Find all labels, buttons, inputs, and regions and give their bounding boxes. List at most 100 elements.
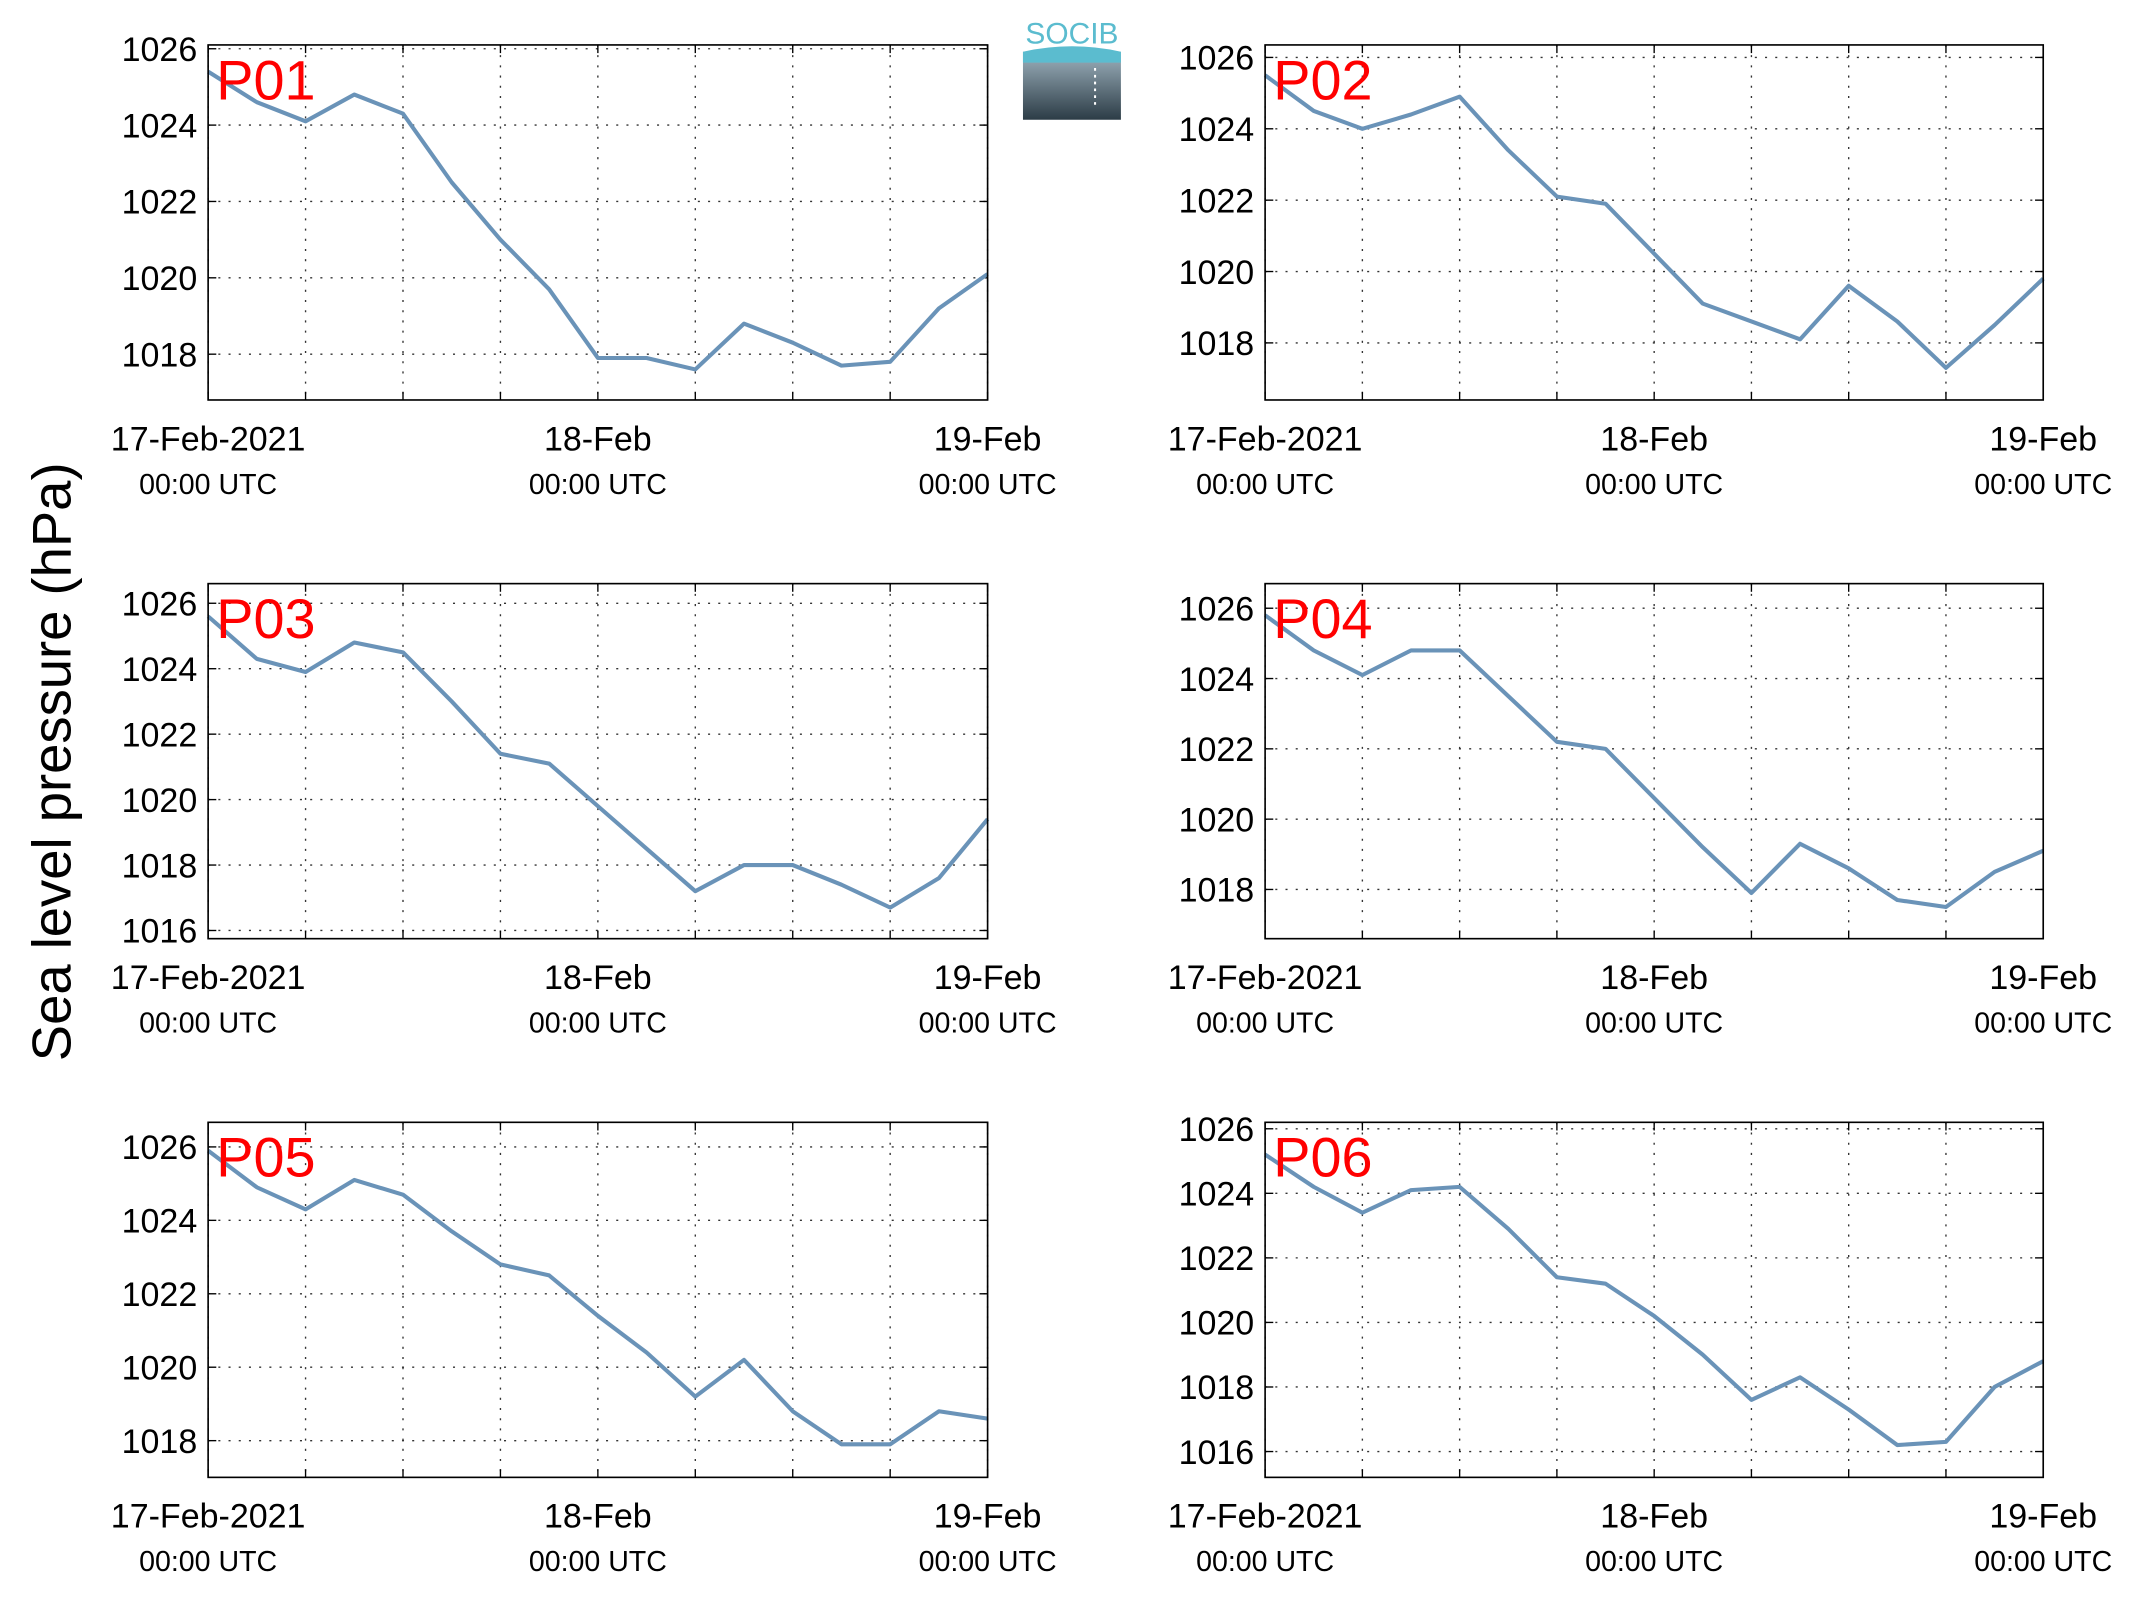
x-tick-sublabel: 00:00 UTC: [1974, 1546, 2112, 1578]
y-tick-label: 1022: [1179, 1240, 1255, 1278]
plot-frame: [1264, 1121, 2045, 1479]
series-line: [1263, 1152, 2045, 1448]
x-tick-label: 17-Feb-2021: [111, 1498, 306, 1536]
x-tick-label: 17-Feb-2021: [1168, 1498, 1363, 1536]
y-tick-label: 1018: [122, 1423, 198, 1461]
y-tick-label: 1016: [122, 913, 198, 951]
plot-frame: [1264, 582, 2045, 940]
y-tick-label: 1026: [1179, 40, 1255, 78]
x-tick-sublabel: 00:00 UTC: [139, 469, 277, 501]
series-line: [1263, 613, 2045, 910]
x-tick-sublabel: 00:00 UTC: [1196, 1008, 1334, 1040]
y-tick-label: 1018: [122, 847, 198, 885]
panel: 1018 1020 1022 1024 1026 17-Feb-2021 00:00 UTC…: [1168, 582, 2112, 1040]
x-tick-sublabel: 00:00 UTC: [1196, 469, 1334, 501]
x-tick-label: 19-Feb: [1989, 420, 2097, 458]
y-tick-label: 1022: [1179, 731, 1255, 769]
y-tick-label: 1022: [122, 716, 198, 754]
series-line: [1263, 73, 2045, 370]
y-tick-label: 1026: [122, 31, 198, 69]
y-tick-label: 1026: [122, 586, 198, 624]
logo-box: [1022, 51, 1121, 120]
x-tick-sublabel: 00:00 UTC: [139, 1546, 277, 1578]
panel: 1018 1020 1022 1024 1026 17-Feb-2021 00:00 UTC…: [111, 31, 1057, 501]
y-tick-label: 1020: [1179, 1305, 1255, 1343]
panel-title: P05: [216, 1127, 315, 1189]
y-tick-label: 1024: [1179, 111, 1255, 149]
x-tick-sublabel: 00:00 UTC: [919, 1546, 1057, 1578]
series-line: [206, 614, 990, 910]
plot-area: [208, 583, 988, 939]
series-line: [207, 69, 989, 372]
y-tick-label: 1024: [1179, 661, 1255, 699]
x-tick-label: 19-Feb: [934, 1498, 1042, 1536]
x-tick-sublabel: 00:00 UTC: [1585, 1008, 1723, 1040]
y-tick-label: 1020: [1179, 254, 1255, 292]
x-tick-sublabel: 00:00 UTC: [919, 1008, 1057, 1040]
panel: 1016 1018 1020 1022 1024 1026 17-Feb-2021 00:00…: [1168, 1111, 2112, 1578]
x-tick-label: 18-Feb: [544, 1498, 652, 1536]
x-tick-sublabel: 00:00 UTC: [529, 1546, 667, 1578]
series-line: [206, 1148, 988, 1447]
x-tick-label: 19-Feb: [934, 420, 1042, 458]
plot-frame: [207, 582, 989, 940]
x-tick-sublabel: 00:00 UTC: [529, 1008, 667, 1040]
x-tick-label: 17-Feb-2021: [1168, 959, 1363, 997]
x-tick-label: 19-Feb: [1989, 1498, 2097, 1536]
x-tick-sublabel: 00:00 UTC: [1196, 1546, 1334, 1578]
y-tick-label: 1018: [1179, 1369, 1255, 1407]
panel-title: P01: [216, 49, 315, 111]
x-tick-label: 19-Feb: [934, 959, 1042, 997]
y-tick-label: 1018: [1179, 872, 1255, 910]
x-tick-sublabel: 00:00 UTC: [1974, 1008, 2112, 1040]
logo: SOCIB: [1022, 18, 1121, 120]
y-tick-label: 1024: [1179, 1176, 1255, 1214]
panel-title: P06: [1273, 1127, 1372, 1189]
plot-area: [1265, 1122, 2044, 1478]
plot-frame: [1264, 44, 2045, 401]
y-tick-label: 1026: [1179, 1111, 1255, 1149]
y-axis-label: Sea level pressure (hPa): [22, 462, 83, 1061]
plot-area: [208, 1122, 988, 1478]
logo-text: SOCIB: [1025, 18, 1118, 51]
plot-frame: [207, 44, 989, 401]
x-tick-sublabel: 00:00 UTC: [1974, 469, 2112, 501]
plot-area: [208, 44, 988, 400]
y-tick-label: 1022: [122, 184, 198, 222]
y-tick-label: 1024: [122, 1203, 198, 1241]
panel: 1018 1020 1022 1024 1026 17-Feb-2021 00:00 UTC…: [1168, 40, 2112, 501]
x-tick-sublabel: 00:00 UTC: [139, 1008, 277, 1040]
x-tick-label: 18-Feb: [1600, 1498, 1708, 1536]
x-tick-sublabel: 00:00 UTC: [529, 469, 667, 501]
x-tick-sublabel: 00:00 UTC: [1585, 469, 1723, 501]
y-tick-label: 1020: [122, 782, 198, 820]
panel: 1018 1020 1022 1024 1026 17-Feb-2021 00:00 UTC…: [111, 1121, 1057, 1578]
y-tick-label: 1022: [122, 1276, 198, 1314]
panel-title: P02: [1273, 49, 1372, 111]
y-tick-label: 1026: [122, 1129, 198, 1167]
y-tick-label: 1018: [1179, 325, 1255, 363]
y-tick-label: 1020: [1179, 801, 1255, 839]
y-tick-label: 1024: [122, 651, 198, 689]
x-tick-label: 17-Feb-2021: [111, 420, 306, 458]
x-tick-label: 18-Feb: [1600, 959, 1708, 997]
panel-title: P03: [216, 588, 315, 650]
plot-area: [1265, 583, 2044, 939]
y-tick-label: 1016: [1179, 1434, 1255, 1472]
x-tick-label: 19-Feb: [1989, 959, 2097, 997]
plot-frame: [207, 1121, 989, 1479]
x-tick-label: 18-Feb: [544, 959, 652, 997]
y-tick-label: 1024: [122, 107, 198, 145]
x-tick-label: 17-Feb-2021: [1168, 420, 1363, 458]
x-tick-label: 17-Feb-2021: [111, 959, 306, 997]
panel-title: P04: [1273, 588, 1372, 650]
x-tick-sublabel: 00:00 UTC: [919, 469, 1057, 501]
y-tick-label: 1022: [1179, 182, 1255, 220]
y-tick-label: 1020: [122, 1349, 198, 1387]
x-tick-label: 18-Feb: [544, 420, 652, 458]
y-tick-label: 1026: [1179, 590, 1255, 628]
panel: 1016 1018 1020 1022 1024 1026 17-Feb-2021 00:00…: [111, 582, 1057, 1040]
y-tick-label: 1020: [122, 260, 198, 298]
y-tick-label: 1018: [122, 336, 198, 374]
